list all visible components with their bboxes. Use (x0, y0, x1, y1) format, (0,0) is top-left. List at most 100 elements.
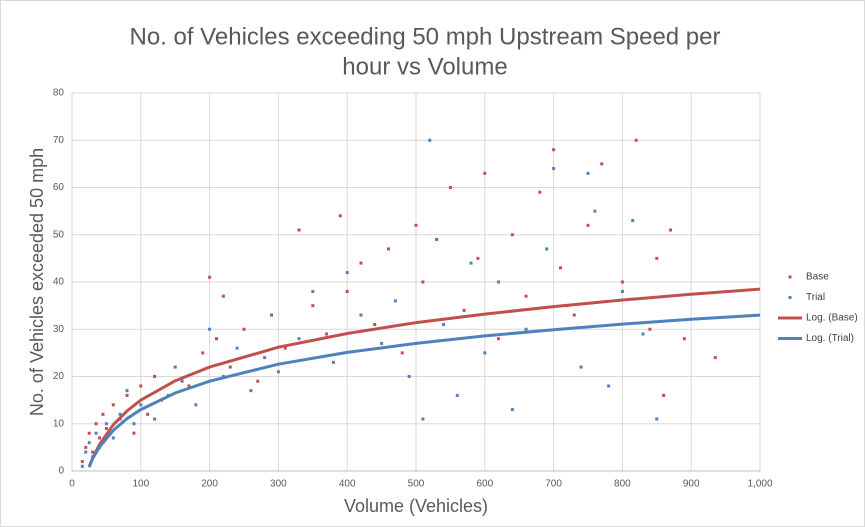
scatter-point (510, 408, 514, 412)
scatter-point (662, 393, 666, 397)
scatter-point (180, 379, 184, 383)
scatter-point (146, 412, 150, 416)
scatter-point (311, 289, 315, 293)
x-tick-label: 800 (614, 479, 631, 490)
y-tick-label: 60 (53, 182, 65, 193)
scatter-point (552, 167, 556, 171)
scatter-point (297, 228, 301, 232)
scatter-point (87, 431, 91, 435)
scatter-point (270, 313, 274, 317)
scatter-point (497, 337, 501, 341)
y-tick-label: 70 (53, 135, 65, 146)
scatter-point (249, 389, 253, 393)
scatter-point (655, 256, 659, 260)
scatter-point (139, 403, 143, 407)
x-tick-label: 200 (201, 479, 218, 490)
scatter-point (655, 417, 659, 421)
scatter-point (607, 384, 611, 388)
scatter-point (586, 223, 590, 227)
scatter-point (173, 365, 177, 369)
scatter-point (153, 417, 157, 421)
scatter-point (80, 464, 84, 468)
scatter-point (476, 256, 480, 260)
scatter-point (586, 171, 590, 175)
legend-marker (788, 275, 792, 279)
scatter-point (634, 138, 638, 142)
scatter-point (214, 337, 218, 341)
scatter-point (538, 190, 542, 194)
scatter-point (283, 346, 287, 350)
scatter-point (111, 403, 115, 407)
scatter-point (393, 299, 397, 303)
scatter-point (593, 209, 597, 213)
scatter-point (421, 417, 425, 421)
scatter-point (187, 384, 191, 388)
trendline (87, 313, 761, 467)
scatter-point (345, 289, 349, 293)
scatter-point (359, 261, 363, 265)
scatter-point (153, 375, 157, 378)
scatter-point (631, 219, 635, 223)
scatter-point (462, 308, 466, 312)
scatter-point (455, 393, 459, 397)
scatter-point (311, 304, 315, 308)
trendline (87, 287, 761, 468)
scatter-point (208, 275, 212, 279)
scatter-point (380, 341, 384, 345)
scatter-point (483, 171, 487, 175)
scatter-point (641, 332, 645, 336)
y-tick-label: 80 (53, 88, 65, 99)
scatter-point (524, 327, 528, 331)
scatter-point (139, 384, 143, 388)
scatter-point (345, 271, 349, 275)
scatter-point (104, 422, 108, 426)
scatter-point (600, 162, 604, 166)
scatter-point (414, 223, 418, 227)
y-tick-label: 30 (53, 324, 65, 335)
scatter-point (125, 393, 129, 397)
scatter-point (94, 422, 98, 426)
x-tick-label: 600 (476, 479, 493, 490)
scatter-point (201, 351, 205, 355)
scatter-point (338, 214, 342, 218)
scatter-point (373, 323, 377, 327)
scatter-point (421, 280, 425, 284)
scatter-point (256, 379, 260, 383)
scatter-point (242, 327, 246, 331)
legend-label: Log. (Base) (806, 313, 858, 324)
x-tick-label: 300 (270, 479, 287, 490)
scatter-point (125, 389, 129, 393)
scatter-point (448, 186, 452, 189)
scatter-point (118, 412, 122, 416)
scatter-point (132, 422, 136, 426)
legend-label: Trial (806, 292, 825, 303)
y-tick-label: 20 (53, 371, 65, 382)
scatter-point (194, 403, 198, 407)
y-tick-label: 50 (53, 229, 65, 240)
scatter-point (579, 365, 583, 369)
scatter-point (669, 228, 673, 232)
scatter-point (132, 431, 136, 435)
scatter-point (572, 313, 576, 317)
x-tick-label: 100 (132, 479, 149, 490)
scatter-point (524, 294, 528, 298)
scatter-point (104, 426, 108, 430)
scatter-point (469, 261, 473, 265)
scatter-point (84, 450, 88, 454)
scatter-point (84, 445, 88, 449)
scatter-point (497, 280, 501, 284)
x-axis-title: Volume (Vehicles) (344, 496, 488, 516)
scatter-point (483, 351, 487, 355)
scatter-point (359, 313, 363, 317)
x-tick-label: 700 (545, 479, 562, 490)
scatter-point (713, 356, 717, 360)
scatter-point (442, 323, 446, 327)
x-tick-label: 1,000 (747, 479, 772, 490)
legend-marker (788, 296, 792, 299)
chart-title: hour vs Volume (342, 53, 507, 80)
scatter-point (98, 436, 102, 440)
scatter-point (400, 351, 404, 355)
legend-label: Log. (Trial) (806, 333, 854, 344)
scatter-point (545, 247, 549, 251)
